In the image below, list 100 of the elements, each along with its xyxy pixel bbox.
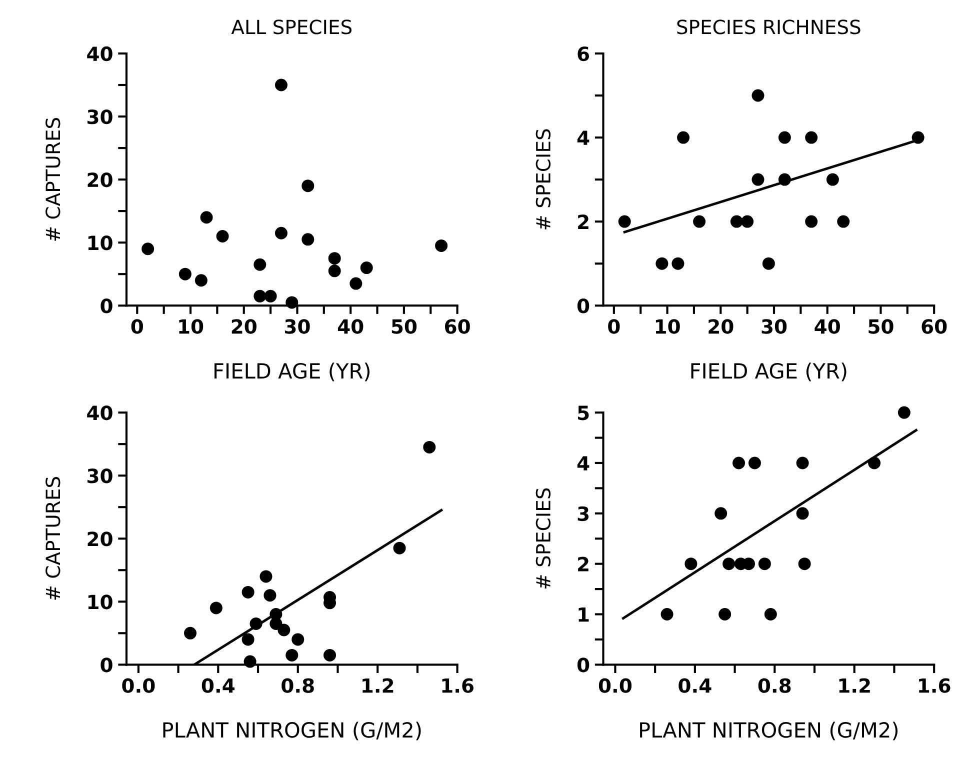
x-tick-label: 1.2 (839, 678, 870, 693)
point (730, 215, 743, 228)
point (302, 233, 314, 246)
point (423, 440, 436, 454)
point (714, 507, 728, 520)
x-tick-label: 10 (179, 319, 204, 334)
point (393, 542, 406, 554)
point (274, 78, 288, 92)
point (684, 558, 698, 570)
y-tick-label: 1 (578, 607, 589, 622)
x-tick-label: 60 (444, 319, 470, 334)
x-tick-label: 0.0 (598, 678, 632, 693)
point (302, 180, 314, 192)
y-tick-label: 2 (578, 556, 588, 572)
x-tick-label: 0.4 (202, 678, 234, 693)
x-tick-label: 30 (762, 319, 787, 334)
x-tick-label: 50 (392, 319, 417, 334)
point (722, 558, 736, 570)
x-axis-title: FIELD AGE (YR) (214, 362, 370, 382)
point (242, 586, 254, 598)
x-tick-label: 30 (285, 319, 310, 334)
point (796, 456, 809, 470)
point (194, 274, 208, 287)
x-axis-title: FIELD AGE (YR) (691, 362, 846, 382)
point (762, 257, 775, 270)
point (752, 89, 764, 102)
y-tick-label: 30 (88, 468, 112, 484)
point (264, 290, 277, 302)
y-tick-label: 6 (578, 46, 590, 62)
x-tick-label: 20 (232, 319, 256, 334)
x-tick-label: 1.6 (442, 678, 474, 693)
point (435, 239, 448, 252)
y-tick-label: 0 (577, 658, 590, 672)
point (254, 290, 266, 302)
point (210, 602, 222, 614)
y-tick-label: 0 (577, 298, 590, 314)
point (328, 264, 341, 278)
y-tick-label: 0 (100, 298, 112, 314)
y-axis-title: # CAPTURES (46, 477, 60, 600)
x-tick-label: 0 (131, 319, 143, 334)
point (328, 252, 341, 265)
y-tick-label: 4 (577, 456, 590, 470)
point (677, 131, 690, 144)
point (142, 242, 154, 256)
y-tick-label: 20 (88, 172, 112, 188)
point (741, 215, 754, 228)
y-tick-label: 0 (100, 658, 112, 672)
x-tick-label: 0.4 (678, 678, 712, 693)
point (360, 262, 373, 274)
point (184, 626, 197, 640)
point (778, 131, 791, 144)
point (292, 633, 304, 646)
x-tick-label: 0 (608, 319, 620, 334)
x-tick-label: 20 (708, 319, 734, 334)
point (758, 558, 771, 570)
point (274, 226, 288, 240)
point (200, 211, 213, 224)
point (260, 570, 272, 583)
x-tick-label: 0.8 (758, 678, 791, 693)
point (693, 215, 706, 228)
point (718, 608, 732, 621)
y-tick-label: 30 (88, 109, 112, 124)
point (656, 257, 668, 270)
y-axis-title: # CAPTURES (46, 118, 60, 241)
point (898, 406, 910, 419)
x-tick-label: 10 (656, 319, 680, 334)
point (672, 257, 684, 270)
point (912, 131, 924, 144)
x-tick-label: 60 (922, 319, 947, 334)
y-tick-label: 10 (88, 594, 112, 610)
y-tick-label: 40 (87, 406, 112, 420)
point (216, 230, 229, 243)
y-tick-label: 4 (577, 130, 590, 145)
point (178, 268, 192, 280)
point (752, 173, 764, 186)
y-axis-title: # SPECIES (536, 488, 551, 589)
y-tick-label: 2 (578, 214, 588, 229)
y-tick-label: 10 (88, 236, 112, 250)
point (660, 608, 674, 621)
x-tick-label: 40 (814, 319, 840, 334)
point (264, 589, 276, 602)
x-tick-label: 40 (338, 319, 364, 334)
y-tick-label: 40 (87, 46, 112, 62)
x-tick-label: 50 (868, 319, 894, 334)
y-tick-label: 5 (578, 406, 589, 420)
point (748, 456, 761, 470)
x-tick-label: 0.8 (282, 678, 314, 693)
x-axis-title: PLANT NITROGEN (G/M2) (640, 722, 898, 740)
point (826, 173, 839, 186)
point (805, 131, 818, 144)
point (796, 507, 809, 520)
point (732, 456, 746, 470)
y-axis-title: # SPECIES (536, 129, 551, 230)
point (278, 624, 290, 636)
point (242, 633, 254, 646)
point (798, 558, 811, 570)
x-axis-title: PLANT NITROGEN (G/M2) (163, 722, 421, 740)
point (286, 648, 298, 662)
point (837, 215, 850, 228)
point (254, 258, 266, 271)
